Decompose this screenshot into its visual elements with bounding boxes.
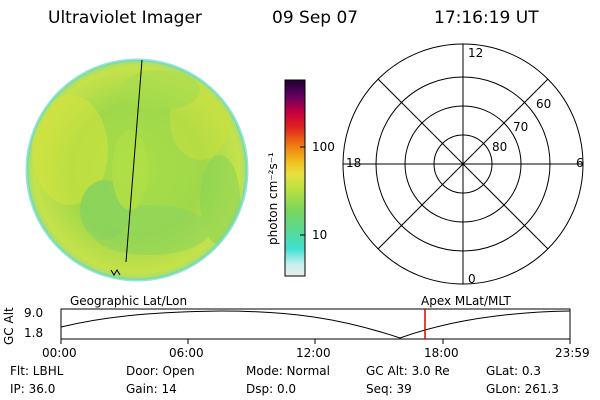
xtick-1800: 18:00 — [424, 346, 459, 360]
info-glat: GLat: 0.3 — [486, 364, 541, 378]
apex-label: Apex MLat/MLT — [421, 294, 511, 308]
polar-label-6: 6 — [576, 156, 584, 170]
polar-lat-70: 70 — [513, 120, 529, 134]
polar-label-18: 18 — [346, 156, 362, 170]
info-flt: Flt: LBHL — [10, 364, 64, 378]
colorbar-tick-100: 100 — [312, 140, 335, 154]
polar-label-12: 12 — [468, 46, 484, 60]
colorbar — [284, 79, 306, 277]
colorbar-label: photon cm⁻²s⁻¹ — [266, 152, 280, 245]
info-gain: Gain: 14 — [126, 382, 177, 396]
info-seq: Seq: 39 — [366, 382, 412, 396]
xtick-2359: 23:59 — [555, 346, 590, 360]
xtick-0000: 00:00 — [42, 346, 77, 360]
xtick-1200: 12:00 — [296, 346, 331, 360]
polar-lat-60: 60 — [536, 97, 552, 111]
info-dsp: Dsp: 0.0 — [246, 382, 297, 396]
polar-grid — [342, 43, 584, 285]
time-label: 17:16:19 UT — [434, 8, 539, 28]
app-title: Ultraviolet Imager — [48, 8, 202, 28]
xtick-0600: 06:00 — [169, 346, 204, 360]
ytick-top: 9.0 — [24, 306, 44, 320]
colorbar-tick-10: 10 — [312, 228, 328, 242]
info-ip: IP: 36.0 — [10, 382, 56, 396]
info-mode: Mode: Normal — [246, 364, 330, 378]
info-door: Door: Open — [126, 364, 195, 378]
polar-label-0: 0 — [468, 272, 476, 286]
geographic-label: Geographic Lat/Lon — [70, 294, 188, 308]
info-glon: GLon: 261.3 — [486, 382, 559, 396]
ytick-bottom: 1.8 — [24, 326, 44, 340]
info-gcalt: GC Alt: 3.0 Re — [366, 364, 450, 378]
uv-image-disk — [25, 58, 249, 282]
timeline-ylabel: GC Alt — [2, 307, 16, 345]
date-label: 09 Sep 07 — [272, 8, 359, 28]
timeline-plot — [60, 308, 571, 344]
polar-lat-80: 80 — [492, 140, 508, 154]
